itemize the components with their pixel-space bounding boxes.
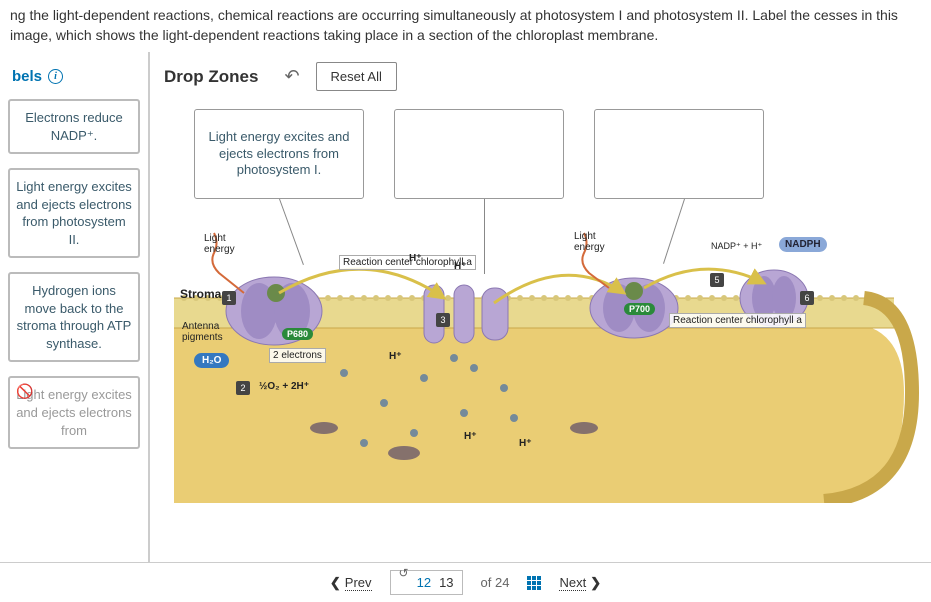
- label-card-3: Light energy excites and ejects electron…: [8, 376, 140, 449]
- of-text: of: [481, 575, 492, 590]
- page-current: 12: [417, 575, 431, 590]
- of-label: of 24: [481, 575, 510, 590]
- nadph-badge: NADPH: [779, 237, 827, 252]
- dropzones-header: Drop Zones ↶ Reset All: [164, 62, 917, 103]
- light-energy-label-1: Light energy: [204, 233, 235, 255]
- p680-badge: P680: [282, 328, 313, 340]
- label-card-2[interactable]: Hydrogen ions move back to the stroma th…: [8, 272, 140, 362]
- undo-icon[interactable]: ↶: [284, 66, 299, 87]
- num-6: 6: [800, 291, 814, 305]
- hplus-label-2: H⁺: [454, 261, 467, 272]
- diagram: Light energy excites and ejects electron…: [164, 103, 917, 533]
- drop-zone-1[interactable]: [394, 109, 564, 199]
- hplus-label-5: H⁺: [519, 438, 532, 449]
- stroma-label: Stroma: [180, 287, 221, 301]
- hplus-label-3: H⁺: [389, 351, 402, 362]
- page-indicator[interactable]: ↺ 12 13: [390, 570, 463, 595]
- footer-nav: ❮ Prev ↺ 12 13 of 24 Next ❯: [0, 562, 931, 602]
- chevron-left-icon: ❮: [330, 575, 341, 591]
- dropzones-panel: Drop Zones ↶ Reset All Light energy exci…: [150, 52, 931, 562]
- label-card-1[interactable]: Light energy excites and ejects electron…: [8, 168, 140, 258]
- link-icon: ↺: [399, 566, 409, 580]
- split-label: ½O₂ + 2H⁺: [259, 381, 309, 392]
- p700-badge: P700: [624, 303, 655, 315]
- num-2: 2: [236, 381, 250, 395]
- prev-button[interactable]: ❮ Prev: [330, 575, 372, 591]
- num-3: 3: [436, 313, 450, 327]
- labels-panel: bels i Electrons reduce NADP⁺. Light ene…: [0, 52, 150, 562]
- instruction-text: ng the light-dependent reactions, chemic…: [0, 0, 931, 56]
- reaction-center-b: Reaction center chlorophyll a: [669, 313, 806, 328]
- reset-button[interactable]: Reset All: [316, 62, 397, 91]
- chevron-right-icon: ❯: [590, 575, 601, 591]
- prev-label: Prev: [345, 575, 372, 591]
- num-1: 1: [222, 291, 236, 305]
- drop-zone-2[interactable]: [594, 109, 764, 199]
- grid-icon[interactable]: [527, 576, 541, 590]
- main-area: bels i Electrons reduce NADP⁺. Light ene…: [0, 52, 931, 562]
- next-label: Next: [559, 575, 586, 591]
- drop-zone-0[interactable]: Light energy excites and ejects electron…: [194, 109, 364, 199]
- membrane-illustration: Stroma Light energy Light energy Antenna…: [164, 203, 917, 503]
- num-5: 5: [710, 273, 724, 287]
- total-text: 24: [495, 575, 509, 590]
- info-icon[interactable]: i: [48, 69, 63, 84]
- hplus-label-1: H⁺: [409, 253, 422, 264]
- h2o-badge: H₂O: [194, 353, 229, 368]
- next-button[interactable]: Next ❯: [559, 575, 601, 591]
- labels-tab[interactable]: bels i: [8, 62, 140, 99]
- dropzone-row: Light energy excites and ejects electron…: [164, 103, 917, 199]
- nadp-eq-label: NADP⁺ + H⁺: [711, 241, 762, 252]
- electrons-2-label: 2 electrons: [269, 348, 326, 363]
- dropzones-title: Drop Zones: [164, 67, 258, 87]
- light-energy-label-2: Light energy: [574, 231, 605, 253]
- labels-tab-text: bels: [12, 68, 42, 85]
- antenna-label: Antenna pigments: [182, 321, 223, 343]
- page-next-num: 13: [439, 575, 453, 590]
- label-card-0[interactable]: Electrons reduce NADP⁺.: [8, 99, 140, 154]
- hplus-label-4: H⁺: [464, 431, 477, 442]
